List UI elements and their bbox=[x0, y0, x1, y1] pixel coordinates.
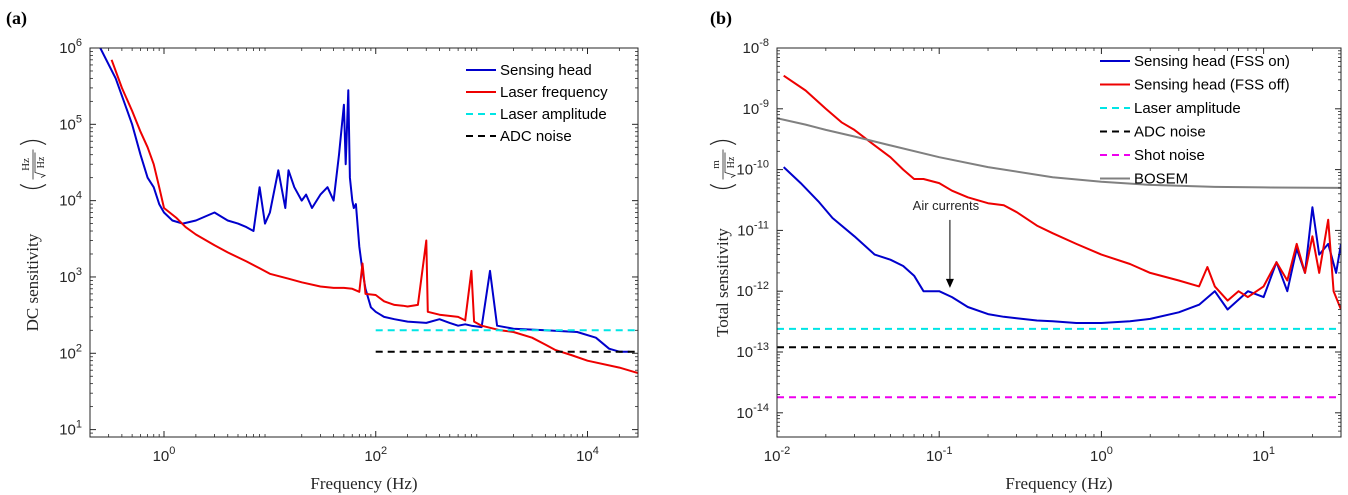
y-tick-label: 10-9 bbox=[743, 98, 769, 118]
x-axis-label: Frequency (Hz) bbox=[310, 474, 417, 493]
legend: Sensing head (FSS on) Sensing head (FSS o… bbox=[1100, 53, 1290, 188]
panel-label: (a) bbox=[6, 8, 27, 29]
legend-label: Sensing head (FSS on) bbox=[1134, 53, 1290, 70]
series-line-sensing-head-fss-off bbox=[783, 74, 1341, 310]
y-tick-label: 104 bbox=[59, 190, 82, 210]
minor-ticks bbox=[777, 48, 1342, 438]
paren-right bbox=[709, 139, 737, 146]
legend-label: Laser frequency bbox=[500, 84, 608, 101]
legend-label: ADC noise bbox=[500, 128, 572, 145]
y-tick-label: 10-12 bbox=[736, 280, 769, 300]
y-axis-label-group: DC sensitivity Hz Hz bbox=[19, 139, 47, 331]
x-tick-label: 104 bbox=[576, 445, 599, 465]
legend-label: Laser amplitude bbox=[500, 106, 607, 123]
annotation-text: Air currents bbox=[913, 198, 980, 213]
x-tick-label: 10-2 bbox=[764, 445, 790, 465]
annotation: Air currents bbox=[913, 198, 980, 288]
y-tick-label: 101 bbox=[59, 419, 82, 439]
chart-panel-a: (a) 100 102 104 101 102 103 104 105 106 Frequency … bbox=[6, 8, 639, 493]
y-tick-label: 103 bbox=[59, 266, 82, 286]
x-tick-label: 10-1 bbox=[926, 445, 952, 465]
plot-area bbox=[99, 48, 638, 375]
legend-label: Sensing head (FSS off) bbox=[1134, 77, 1290, 94]
y-axis-label-group: Total sensitivity m Hz bbox=[709, 139, 737, 337]
series-line-bosem bbox=[777, 117, 1341, 189]
annotation-arrowhead bbox=[945, 278, 954, 288]
series-line-laser-frequency bbox=[110, 59, 638, 375]
unit-numerator: m bbox=[710, 160, 722, 169]
y-axis-label: DC sensitivity bbox=[23, 233, 42, 331]
legend-label: Laser amplitude bbox=[1134, 100, 1241, 117]
axes-box bbox=[89, 47, 639, 438]
x-tick-label: 100 bbox=[1090, 445, 1113, 465]
sqrt-sign bbox=[724, 152, 737, 178]
unit-numerator: Hz bbox=[20, 158, 32, 171]
chart-panel-b: (b) 10-2 10-1 100 101 10-14 10-13 10-12 10-11 10-… bbox=[709, 8, 1342, 493]
x-tick-label: 101 bbox=[1252, 445, 1275, 465]
paren-right bbox=[19, 139, 47, 146]
x-tick-label: 100 bbox=[153, 445, 176, 465]
y-tick-label: 106 bbox=[59, 37, 82, 57]
unit-denominator: Hz bbox=[726, 156, 737, 168]
x-axis-label: Frequency (Hz) bbox=[1005, 474, 1112, 493]
y-tick-label: 10-13 bbox=[736, 341, 769, 361]
legend-label: Shot noise bbox=[1134, 147, 1205, 164]
unit-denominator: Hz bbox=[36, 156, 47, 168]
legend-label: ADC noise bbox=[1134, 124, 1206, 141]
legend-label: Sensing head bbox=[500, 62, 592, 79]
sqrt-sign bbox=[34, 152, 47, 178]
x-tick-label: 102 bbox=[364, 445, 387, 465]
y-tick-label: 10-11 bbox=[737, 219, 769, 239]
y-tick-label: 10-10 bbox=[736, 159, 769, 179]
legend-label: BOSEM bbox=[1134, 171, 1188, 188]
series-line-sensing-head-fss-on bbox=[783, 166, 1341, 324]
axes-box bbox=[776, 47, 1342, 438]
y-tick-label: 102 bbox=[59, 342, 82, 362]
minor-ticks bbox=[89, 48, 639, 438]
y-tick-label: 10-8 bbox=[743, 37, 769, 57]
legend: Sensing head Laser frequency Laser amplitu… bbox=[466, 62, 608, 145]
panel-label: (b) bbox=[710, 8, 732, 29]
paren-left bbox=[19, 183, 47, 190]
y-axis-label: Total sensitivity bbox=[713, 228, 732, 337]
y-tick-label: 105 bbox=[59, 113, 82, 133]
plot-area bbox=[777, 74, 1341, 399]
y-tick-label: 10-14 bbox=[736, 402, 769, 422]
paren-left bbox=[709, 183, 737, 190]
series-line-sensing-head bbox=[99, 48, 630, 353]
